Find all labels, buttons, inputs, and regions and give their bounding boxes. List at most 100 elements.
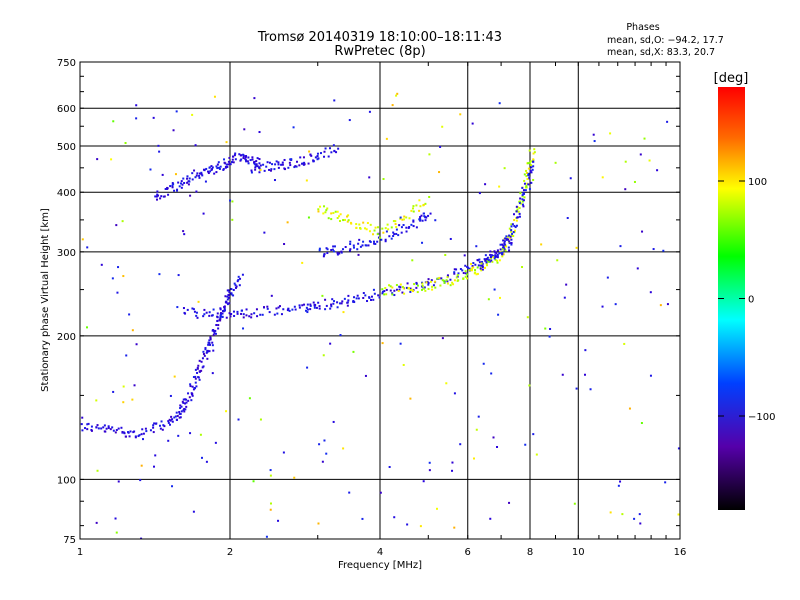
data-point: [505, 237, 508, 240]
data-point: [155, 198, 158, 201]
data-point: [402, 287, 405, 290]
data-point: [316, 158, 319, 161]
data-point: [409, 290, 412, 293]
data-point: [233, 282, 236, 285]
data-point: [500, 251, 503, 254]
data-point: [392, 231, 395, 234]
data-point: [481, 268, 484, 271]
data-point: [544, 327, 547, 330]
data-point: [436, 277, 439, 280]
data-point: [256, 165, 259, 168]
data-point: [316, 152, 319, 155]
data-point: [309, 304, 312, 307]
data-point: [211, 341, 214, 344]
x-tick-label: 10: [572, 547, 585, 558]
colorbar-tick-label: 0: [748, 295, 754, 306]
data-point: [323, 253, 326, 256]
data-point: [129, 430, 132, 433]
data-point: [395, 288, 398, 291]
data-point: [484, 254, 487, 257]
data-point: [373, 242, 376, 245]
data-point: [593, 140, 596, 143]
data-point: [115, 429, 118, 432]
data-point: [238, 153, 241, 156]
data-point: [276, 312, 279, 315]
data-point: [213, 95, 216, 98]
data-point: [105, 427, 108, 430]
data-point: [312, 301, 315, 304]
data-point: [377, 294, 380, 297]
data-point: [270, 294, 273, 297]
data-point: [188, 396, 191, 399]
data-point: [294, 308, 297, 311]
data-point: [306, 303, 309, 306]
data-point: [428, 469, 431, 472]
data-point: [102, 426, 105, 429]
data-point: [446, 280, 449, 283]
data-point: [485, 258, 488, 261]
data-point: [152, 431, 155, 434]
data-point: [258, 167, 261, 170]
data-point: [128, 313, 131, 316]
data-point: [415, 286, 418, 289]
data-point: [496, 261, 499, 264]
x-tick-label: 6: [465, 547, 471, 558]
data-point: [186, 308, 189, 311]
stats-line-x: mean, sd,X: 83.3, 20.7: [607, 47, 715, 58]
data-point: [115, 224, 118, 227]
data-point: [215, 324, 218, 327]
data-point: [384, 240, 387, 243]
data-point: [390, 226, 393, 229]
data-point: [197, 300, 200, 303]
data-point: [185, 398, 188, 401]
data-point: [633, 180, 636, 183]
data-point: [415, 204, 418, 207]
data-point: [236, 312, 239, 315]
data-point: [293, 305, 296, 308]
data-point: [210, 165, 213, 168]
data-point: [470, 267, 473, 270]
data-point: [548, 335, 551, 338]
data-point: [227, 294, 230, 297]
data-point: [225, 301, 228, 304]
data-point: [153, 422, 156, 425]
data-point: [112, 390, 115, 393]
data-point: [409, 288, 412, 291]
data-point: [217, 161, 220, 164]
data-point: [325, 452, 328, 455]
data-point: [535, 453, 538, 456]
data-point: [298, 306, 301, 309]
data-point: [468, 269, 471, 272]
data-point: [201, 174, 204, 177]
data-point: [219, 319, 222, 322]
data-point: [141, 428, 144, 431]
data-point: [522, 205, 525, 208]
data-point: [383, 290, 386, 293]
data-point: [422, 212, 425, 215]
data-point: [524, 189, 527, 192]
data-point: [395, 226, 398, 229]
data-point: [244, 156, 247, 159]
data-point: [349, 243, 352, 246]
data-point: [423, 286, 426, 289]
data-point: [318, 305, 321, 308]
data-point: [81, 416, 84, 419]
data-point: [125, 354, 128, 357]
data-point: [261, 313, 264, 316]
data-point: [245, 159, 248, 162]
data-point: [202, 365, 205, 368]
data-point: [283, 243, 286, 246]
data-point: [275, 160, 278, 163]
data-point: [449, 237, 452, 240]
data-point: [521, 198, 524, 201]
data-point: [521, 186, 524, 189]
data-point: [200, 369, 203, 372]
chart-subtitle: RwPretec (8p): [334, 44, 425, 59]
data-point: [401, 291, 404, 294]
data-point: [321, 460, 324, 463]
data-point: [313, 303, 316, 306]
data-point: [513, 219, 516, 222]
data-point: [202, 350, 205, 353]
data-point: [167, 439, 170, 442]
data-point: [208, 343, 211, 346]
